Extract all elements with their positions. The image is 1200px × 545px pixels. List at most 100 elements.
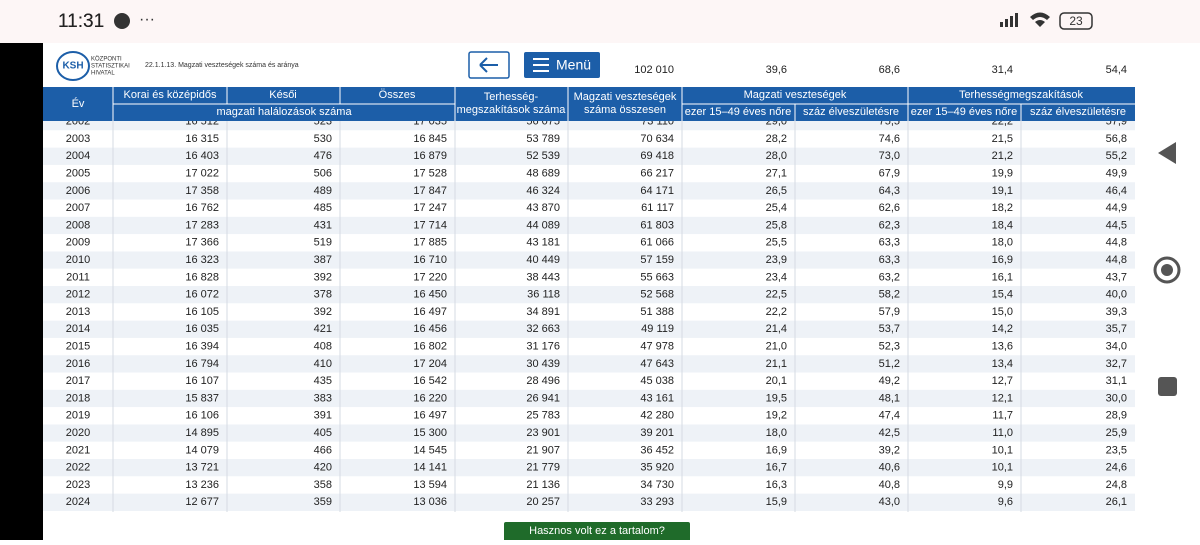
value-cell: 40,8 bbox=[879, 479, 900, 491]
value-cell: 61 803 bbox=[640, 219, 674, 231]
value-cell: 16 845 bbox=[413, 133, 447, 145]
value-cell: 48,1 bbox=[879, 392, 900, 404]
row-bg bbox=[43, 355, 1135, 373]
value-cell: 16 762 bbox=[185, 202, 219, 214]
row-bg bbox=[43, 337, 1135, 356]
value-cell: 75,5 bbox=[879, 116, 900, 128]
value-cell: 16 403 bbox=[185, 150, 219, 162]
value-cell: 20 257 bbox=[526, 496, 560, 508]
value-cell: 48 689 bbox=[526, 168, 560, 180]
value-cell: 43 161 bbox=[640, 392, 674, 404]
row-bg bbox=[43, 216, 1135, 235]
value-cell: 27,1 bbox=[766, 168, 787, 180]
year-cell: 2005 bbox=[66, 168, 90, 180]
value-cell: 57 159 bbox=[640, 254, 674, 266]
value-cell: 46 324 bbox=[526, 185, 560, 197]
value-cell: 44 089 bbox=[526, 219, 560, 231]
value-cell: 20,1 bbox=[766, 375, 787, 387]
year-cell: 2012 bbox=[66, 289, 90, 301]
value-cell: 17 885 bbox=[413, 237, 447, 249]
value-cell: 19,5 bbox=[766, 392, 787, 404]
value-cell: 16,7 bbox=[766, 462, 787, 474]
value-cell: 431 bbox=[314, 219, 332, 231]
value-cell: 57,9 bbox=[1106, 116, 1127, 128]
menu-label: Menü bbox=[556, 57, 591, 73]
value-cell: 16 106 bbox=[185, 410, 219, 422]
value-cell: 73 110 bbox=[641, 116, 674, 128]
value-cell: 23,5 bbox=[1106, 444, 1127, 456]
peek-row: 102 010 39,6 68,6 31,4 54,4 bbox=[634, 64, 1127, 76]
value-cell: 10,1 bbox=[992, 462, 1013, 474]
value-cell: 47 978 bbox=[640, 341, 674, 353]
value-cell: 523 bbox=[314, 116, 332, 128]
logo-line: HIVATAL bbox=[91, 71, 115, 77]
value-cell: 16,9 bbox=[992, 254, 1013, 266]
peek-cell: 102 010 bbox=[634, 64, 674, 76]
value-cell: 392 bbox=[314, 306, 332, 318]
value-cell: 420 bbox=[314, 462, 332, 474]
value-cell: 16 497 bbox=[413, 410, 447, 422]
value-cell: 9,6 bbox=[998, 496, 1013, 508]
value-cell: 421 bbox=[314, 323, 332, 335]
value-cell: 63,2 bbox=[879, 271, 900, 283]
value-cell: 16 394 bbox=[185, 341, 219, 353]
status-bar-left bbox=[0, 0, 43, 43]
value-cell: 55 663 bbox=[640, 271, 674, 283]
page-title: 22.1.1.13. Magzati veszteségek száma és … bbox=[145, 62, 299, 69]
feedback-button[interactable] bbox=[504, 522, 690, 544]
value-cell: 58,2 bbox=[879, 289, 900, 301]
value-cell: 408 bbox=[314, 341, 332, 353]
row-bg bbox=[43, 424, 1135, 442]
status-bar bbox=[0, 0, 1200, 43]
value-cell: 44,9 bbox=[1106, 202, 1127, 214]
value-cell: 21,0 bbox=[766, 341, 787, 353]
value-cell: 63,3 bbox=[879, 254, 900, 266]
feedback-label: Hasznos volt ez a tartalom? bbox=[529, 525, 665, 537]
value-cell: 16 497 bbox=[413, 306, 447, 318]
value-cell: 22,5 bbox=[766, 289, 787, 301]
value-cell: 39,3 bbox=[1106, 306, 1127, 318]
value-cell: 14 079 bbox=[185, 444, 219, 456]
value-cell: 16 710 bbox=[413, 254, 447, 266]
value-cell: 63,3 bbox=[879, 237, 900, 249]
battery-level: 23 bbox=[1069, 14, 1083, 28]
value-cell: 52,3 bbox=[879, 341, 900, 353]
value-cell: 53,7 bbox=[879, 323, 900, 335]
value-cell: 62,6 bbox=[879, 202, 900, 214]
value-cell: 36 118 bbox=[527, 289, 560, 301]
value-cell: 21,2 bbox=[992, 150, 1013, 162]
column-header: Magzati veszteségek bbox=[744, 89, 847, 101]
value-cell: 489 bbox=[314, 185, 332, 197]
value-cell: 73,0 bbox=[879, 150, 900, 162]
value-cell: 359 bbox=[314, 496, 332, 508]
nav-back[interactable] bbox=[1158, 142, 1176, 164]
value-cell: 435 bbox=[314, 375, 332, 387]
value-cell: 25,4 bbox=[766, 202, 787, 214]
column-header: ezer 15–49 éves nőre bbox=[911, 106, 1017, 118]
nav-home[interactable] bbox=[1153, 256, 1181, 284]
column-header: ezer 15–49 éves nőre bbox=[685, 106, 791, 118]
value-cell: 42,5 bbox=[879, 427, 900, 439]
column-header: Év bbox=[72, 97, 85, 110]
value-cell: 14 141 bbox=[413, 462, 447, 474]
value-cell: 61 117 bbox=[641, 202, 674, 214]
nav-recents[interactable] bbox=[1158, 377, 1177, 396]
value-cell: 19,1 bbox=[992, 185, 1013, 197]
value-cell: 18,2 bbox=[992, 202, 1013, 214]
value-cell: 40,0 bbox=[1106, 289, 1127, 301]
value-cell: 21,5 bbox=[992, 133, 1013, 145]
value-cell: 26 941 bbox=[526, 392, 560, 404]
value-cell: 11,7 bbox=[992, 410, 1013, 422]
year-cell: 2010 bbox=[66, 254, 90, 266]
table-body: 2002 16 512 523 17 035 56 075 73 110 29,0 75,5 2… bbox=[43, 116, 1135, 512]
value-cell: 49,9 bbox=[1106, 168, 1127, 180]
value-cell: 42 280 bbox=[640, 410, 674, 422]
value-cell: 34 730 bbox=[640, 479, 674, 491]
value-cell: 52 568 bbox=[640, 289, 674, 301]
value-cell: 16 802 bbox=[413, 341, 447, 353]
value-cell: 43 181 bbox=[526, 237, 560, 249]
value-cell: 405 bbox=[314, 427, 332, 439]
column-header: Magzati veszteségek bbox=[574, 91, 677, 103]
value-cell: 19,9 bbox=[992, 168, 1013, 180]
status-icons bbox=[1000, 12, 1050, 27]
